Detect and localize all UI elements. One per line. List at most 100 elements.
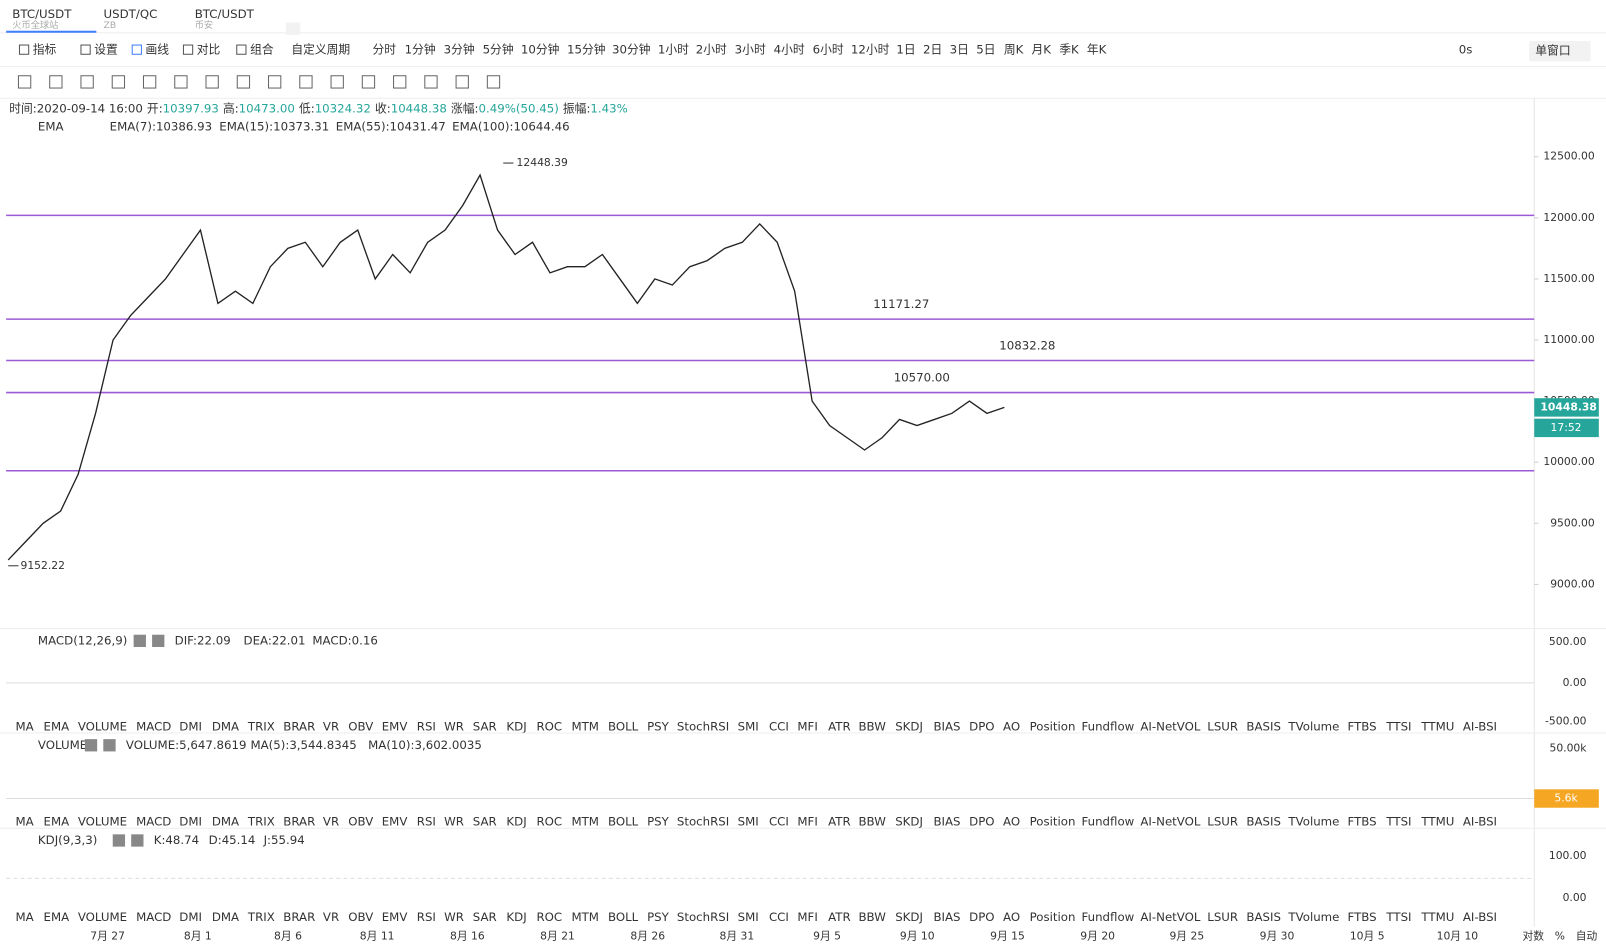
indicator-tab[interactable]: ROC xyxy=(537,910,563,924)
panel-settings[interactable] xyxy=(84,739,98,752)
indicator-tab[interactable]: BIAS xyxy=(933,719,960,733)
indicator-tab[interactable]: TTMU xyxy=(1420,910,1454,924)
indicator-tab[interactable]: MTM xyxy=(571,815,599,829)
indicator-tab[interactable]: DPO xyxy=(969,719,994,733)
indicator-tab[interactable]: SKDJ xyxy=(895,815,923,829)
period[interactable]: 分时 xyxy=(373,43,397,57)
indicator-tab[interactable]: AO xyxy=(1003,815,1020,829)
period[interactable]: 月K xyxy=(1032,43,1052,57)
period[interactable]: 5日 xyxy=(976,43,995,57)
indicator-tab[interactable]: AI-BSI xyxy=(1463,815,1497,829)
draw-tool-icon[interactable] xyxy=(49,75,63,89)
indicator-tab[interactable]: BBW xyxy=(858,815,886,829)
indicator-tab[interactable]: StochRSI xyxy=(677,719,729,733)
indicator-tab[interactable]: TVolume xyxy=(1287,815,1339,829)
indicator-tab[interactable]: PSY xyxy=(647,719,670,733)
period[interactable]: 5分钟 xyxy=(483,43,514,57)
indicator-tab[interactable]: Fundflow xyxy=(1082,815,1135,829)
indicator-tab[interactable]: OBV xyxy=(348,910,373,924)
indicator-tab[interactable]: DMI xyxy=(179,719,202,733)
indicator-tab[interactable]: PSY xyxy=(647,815,670,829)
indicator-tab[interactable]: VR xyxy=(323,910,339,924)
tool[interactable]: 设置 xyxy=(94,43,118,57)
indicator-tab[interactable]: EMA xyxy=(44,815,70,829)
tool[interactable]: 对比 xyxy=(197,43,221,57)
indicator-tab[interactable]: TTSI xyxy=(1385,719,1411,733)
indicator-tab[interactable]: VOLUME xyxy=(78,719,127,733)
tab-title[interactable]: BTC/USDT xyxy=(12,7,72,21)
indicator-tab[interactable]: Position xyxy=(1030,910,1076,924)
period[interactable]: 12小时 xyxy=(851,43,890,57)
indicator-tab[interactable]: SAR xyxy=(473,910,497,924)
indicator-tab[interactable]: VOLUME xyxy=(78,910,127,924)
period[interactable]: 季K xyxy=(1059,43,1079,57)
indicator-tab[interactable]: BOLL xyxy=(608,815,639,829)
indicator-tab[interactable]: CCI xyxy=(769,910,789,924)
tab-title[interactable]: USDT/QC xyxy=(104,7,158,21)
draw-tool-icon[interactable] xyxy=(299,75,313,89)
indicator-tab[interactable]: TRIX xyxy=(247,719,275,733)
indicator-tab[interactable]: SAR xyxy=(473,815,497,829)
tab-title[interactable]: BTC/USDT xyxy=(195,7,255,21)
axis-control[interactable]: 对数 xyxy=(1522,930,1544,943)
add-tab[interactable] xyxy=(285,22,301,35)
indicator-tab[interactable]: LSUR xyxy=(1207,719,1238,733)
period[interactable]: 3分钟 xyxy=(444,43,475,57)
indicator-tab[interactable]: Fundflow xyxy=(1082,719,1135,733)
indicator-tab[interactable]: CCI xyxy=(769,719,789,733)
draw-tool-icon[interactable] xyxy=(142,75,157,89)
panel-close[interactable] xyxy=(103,739,116,752)
indicator-tab[interactable]: SMI xyxy=(738,815,759,829)
indicator-tab[interactable]: MA xyxy=(15,910,33,924)
draw-tool-icon[interactable] xyxy=(330,75,344,89)
indicator-tab[interactable]: DMI xyxy=(179,910,202,924)
indicator-tab[interactable]: EMA xyxy=(44,719,70,733)
indicator-tab[interactable]: CCI xyxy=(769,815,789,829)
indicator-tab[interactable]: LSUR xyxy=(1207,815,1238,829)
indicator-tab[interactable]: TTSI xyxy=(1385,910,1411,924)
indicator-tab[interactable]: TRIX xyxy=(247,910,275,924)
indicator-tab[interactable]: MACD xyxy=(136,815,171,829)
period[interactable]: 1分钟 xyxy=(405,43,436,57)
draw-tool-icon[interactable] xyxy=(236,75,251,89)
indicator-tab[interactable]: BOLL xyxy=(608,910,639,924)
indicator-tab[interactable]: Position xyxy=(1030,815,1076,829)
indicator-tab[interactable]: RSI xyxy=(417,719,436,733)
draw-tool-icon[interactable] xyxy=(111,75,126,89)
draw-tool-icon[interactable] xyxy=(393,75,407,89)
indicator-tab[interactable]: TTMU xyxy=(1420,719,1454,733)
indicator-tab[interactable]: StochRSI xyxy=(677,815,729,829)
indicator-tab[interactable]: ATR xyxy=(828,719,851,733)
indicator-tab[interactable]: DPO xyxy=(969,910,994,924)
indicator-tab[interactable]: MA xyxy=(15,719,33,733)
indicator-tab[interactable]: BASIS xyxy=(1246,719,1281,733)
window-label[interactable]: 单窗口 xyxy=(1535,44,1570,58)
indicator-tab[interactable]: OBV xyxy=(348,815,373,829)
period[interactable]: 周K xyxy=(1004,43,1024,57)
indicator-tab[interactable]: MTM xyxy=(571,910,599,924)
period[interactable]: 2日 xyxy=(923,43,942,57)
draw-tool-icon[interactable] xyxy=(205,75,219,89)
indicator-tab[interactable]: MFI xyxy=(797,910,817,924)
indicator-tab[interactable]: ROC xyxy=(537,719,563,733)
period[interactable]: 年K xyxy=(1087,43,1107,57)
indicator-tab[interactable]: SKDJ xyxy=(895,910,923,924)
indicator-tab[interactable]: AI-NetVOL xyxy=(1140,910,1201,924)
draw-tool-icon[interactable] xyxy=(486,75,501,89)
draw-tool-icon[interactable] xyxy=(268,75,282,89)
indicator-tab[interactable]: AI-BSI xyxy=(1463,719,1497,733)
indicator-tab[interactable]: Position xyxy=(1030,719,1076,733)
indicator-tab[interactable]: AI-NetVOL xyxy=(1140,719,1201,733)
indicator-tab[interactable]: KDJ xyxy=(506,910,526,924)
draw-tool-icon[interactable] xyxy=(455,75,469,89)
period[interactable]: 1小时 xyxy=(658,43,689,57)
panel-close[interactable] xyxy=(152,634,165,647)
indicator-tab[interactable]: DMI xyxy=(179,815,202,829)
indicator-tab[interactable]: EMV xyxy=(382,910,408,924)
indicator-tab[interactable]: BOLL xyxy=(608,719,639,733)
period[interactable]: 自定义周期 xyxy=(291,43,350,57)
indicator-tab[interactable]: FTBS xyxy=(1348,815,1377,829)
indicator-tab[interactable]: AI-NetVOL xyxy=(1140,815,1201,829)
indicator-tab[interactable]: LSUR xyxy=(1207,910,1238,924)
indicator-tab[interactable]: DPO xyxy=(969,815,994,829)
